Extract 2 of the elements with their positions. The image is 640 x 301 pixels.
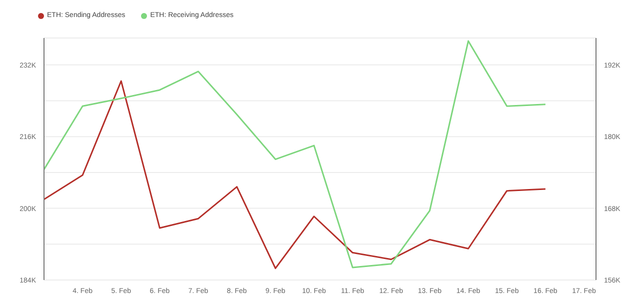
line-series (44, 40, 546, 268)
line-series (44, 80, 546, 270)
